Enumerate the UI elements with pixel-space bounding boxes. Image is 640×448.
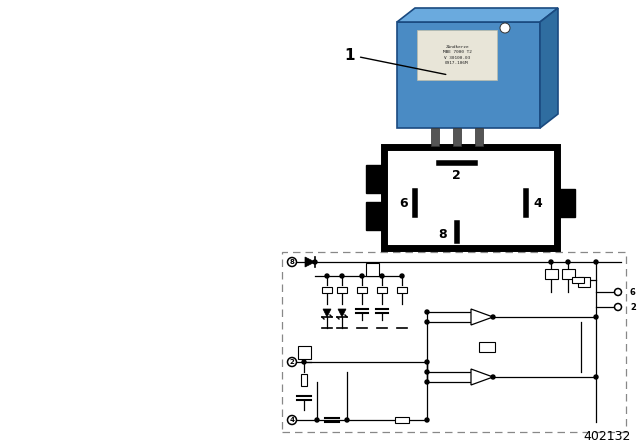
Circle shape <box>425 380 429 384</box>
Circle shape <box>315 418 319 422</box>
Text: 6: 6 <box>399 197 408 210</box>
FancyBboxPatch shape <box>475 128 483 146</box>
FancyBboxPatch shape <box>282 252 626 432</box>
Circle shape <box>302 360 306 364</box>
Circle shape <box>400 274 404 278</box>
Circle shape <box>340 274 344 278</box>
FancyBboxPatch shape <box>301 374 307 386</box>
Polygon shape <box>305 257 315 267</box>
Text: 2: 2 <box>452 168 461 181</box>
Circle shape <box>287 258 296 267</box>
FancyBboxPatch shape <box>365 263 378 276</box>
Circle shape <box>425 418 429 422</box>
Circle shape <box>566 260 570 264</box>
Circle shape <box>425 310 429 314</box>
Circle shape <box>491 315 495 319</box>
Circle shape <box>380 274 384 278</box>
FancyBboxPatch shape <box>397 287 407 293</box>
FancyBboxPatch shape <box>366 202 384 230</box>
FancyBboxPatch shape <box>545 269 557 279</box>
Circle shape <box>287 358 296 366</box>
Circle shape <box>594 315 598 319</box>
Text: 4: 4 <box>289 417 294 423</box>
FancyBboxPatch shape <box>384 147 557 248</box>
Circle shape <box>614 289 621 296</box>
Text: 2: 2 <box>630 302 636 311</box>
FancyBboxPatch shape <box>431 128 439 146</box>
Text: 4: 4 <box>534 197 542 210</box>
Text: 8: 8 <box>289 259 294 265</box>
FancyBboxPatch shape <box>453 128 461 146</box>
Text: 2: 2 <box>290 359 294 365</box>
Circle shape <box>425 360 429 364</box>
Circle shape <box>325 274 329 278</box>
Circle shape <box>614 303 621 310</box>
Polygon shape <box>471 369 493 385</box>
Circle shape <box>287 415 296 425</box>
FancyBboxPatch shape <box>366 165 384 193</box>
Circle shape <box>345 418 349 422</box>
FancyBboxPatch shape <box>298 345 310 358</box>
Circle shape <box>425 320 429 324</box>
Text: Zündkerze
MBE 7000 T2
V 30100-03
0917-106M: Zündkerze MBE 7000 T2 V 30100-03 0917-10… <box>443 45 472 65</box>
FancyBboxPatch shape <box>357 287 367 293</box>
FancyBboxPatch shape <box>572 277 584 283</box>
FancyBboxPatch shape <box>337 287 347 293</box>
Polygon shape <box>540 8 558 128</box>
Circle shape <box>360 274 364 278</box>
Text: 1: 1 <box>344 47 446 74</box>
Text: 402132: 402132 <box>584 430 631 443</box>
Polygon shape <box>471 309 493 325</box>
FancyBboxPatch shape <box>417 30 497 80</box>
Polygon shape <box>397 8 558 22</box>
Circle shape <box>549 260 553 264</box>
FancyBboxPatch shape <box>578 277 590 287</box>
FancyBboxPatch shape <box>377 287 387 293</box>
Text: 6: 6 <box>630 288 636 297</box>
Circle shape <box>594 260 598 264</box>
FancyBboxPatch shape <box>557 189 575 217</box>
FancyBboxPatch shape <box>395 417 409 423</box>
Circle shape <box>594 375 598 379</box>
Polygon shape <box>338 309 346 317</box>
Text: 8: 8 <box>438 228 447 241</box>
Circle shape <box>313 260 317 264</box>
Polygon shape <box>323 309 331 317</box>
Circle shape <box>500 23 510 33</box>
FancyBboxPatch shape <box>561 269 575 279</box>
Circle shape <box>491 375 495 379</box>
FancyBboxPatch shape <box>322 287 332 293</box>
Polygon shape <box>397 22 540 128</box>
FancyBboxPatch shape <box>479 342 495 352</box>
Circle shape <box>425 370 429 374</box>
